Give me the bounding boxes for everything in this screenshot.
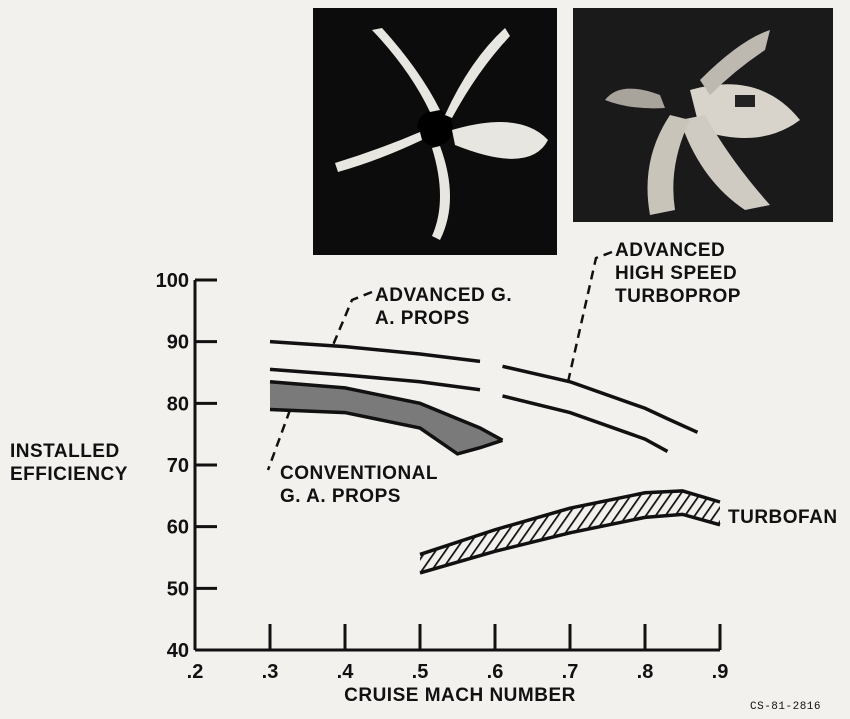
series-line: [502, 394, 669, 453]
leaders: [266, 250, 613, 471]
y-axis-label: INSTALLED EFFICIENCY: [10, 441, 128, 485]
figure-code: CS-81-2816: [750, 701, 822, 713]
y-tick-label: 70: [167, 455, 189, 477]
y-tick-label: 40: [167, 640, 189, 662]
y-tick-label: 80: [167, 393, 189, 415]
plot: 40 50 60 70 80 90 100 .2 .3 .4 .5 .6 .7 .8 .9: [156, 270, 729, 683]
photo-right: [573, 8, 833, 222]
series-line: [269, 407, 504, 456]
series-label: ADVANCED HIGH SPEED TURBOPROP: [615, 240, 741, 307]
y-tick-label: 50: [167, 578, 189, 600]
x-tick-label: .2: [187, 661, 204, 683]
photo-left: [313, 8, 557, 255]
x-tick-label: .3: [262, 661, 279, 683]
series-label: CONVENTIONAL G. A. PROPS: [280, 463, 438, 507]
series-label: ADVANCED G. A. PROPS: [375, 285, 513, 329]
band-fill: [270, 381, 503, 454]
y-tick-label: 60: [167, 517, 189, 539]
x-axis-label: CRUISE MACH NUMBER: [344, 685, 576, 706]
x-tick-label: .5: [412, 661, 429, 683]
series-line: [419, 512, 721, 575]
series-line: [502, 364, 699, 434]
y-tick-label: 90: [167, 332, 189, 354]
x-tick-label: .9: [712, 661, 729, 683]
x-tick-label: .4: [337, 661, 355, 683]
x-tick-label: .7: [562, 661, 579, 683]
series-label: TURBOFAN: [728, 507, 838, 528]
x-tick-label: .6: [487, 661, 504, 683]
series-line: [269, 380, 504, 442]
x-tick-label: .8: [637, 661, 654, 683]
series-line: [269, 367, 481, 392]
series-line: [269, 339, 481, 364]
series-line: [419, 489, 721, 557]
y-tick-label: 100: [156, 270, 189, 292]
